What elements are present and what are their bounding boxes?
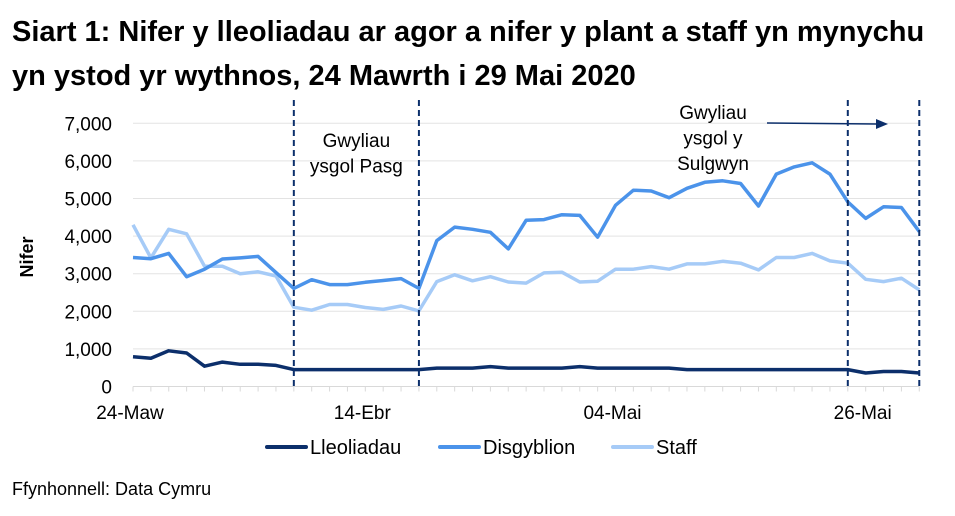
series-line-disgyblion	[132, 161, 921, 291]
x-tick-label: 24-Maw	[96, 403, 164, 424]
annotation-arrow	[766, 122, 877, 125]
chart-title: Siart 1: Nifer y lleoliadau ar agor a ni…	[12, 16, 925, 92]
y-tick-label: 2,000	[64, 302, 112, 323]
annotation-label: Sulgwyn	[677, 154, 749, 175]
series-line-staff	[131, 223, 921, 313]
y-tick-label: 3,000	[64, 265, 112, 286]
arrow-head-icon	[876, 119, 888, 129]
y-tick-label: 0	[101, 378, 112, 399]
x-tick-label: 04-Mai	[583, 403, 641, 424]
annotation-label: ysgol Pasg	[310, 157, 403, 178]
y-axis-title: Nifer	[17, 236, 37, 277]
y-tick-label: 6,000	[64, 152, 112, 173]
annotation-label: ysgol y	[683, 129, 743, 150]
y-tick-label: 5,000	[64, 190, 112, 211]
legend-label: Staff	[656, 437, 697, 459]
annotation-label: Gwyliau	[679, 103, 747, 124]
x-tick-label: 14-Ebr	[334, 403, 392, 424]
legend-label: Disgyblion	[483, 437, 575, 459]
legend-label: Lleoliadau	[310, 437, 401, 459]
source-note: Ffynhonnell: Data Cymru	[12, 479, 212, 499]
y-tick-label: 7,000	[64, 114, 112, 135]
y-tick-label: 1,000	[64, 340, 112, 361]
y-tick-label: 4,000	[64, 227, 112, 248]
series-line-lleoliadau	[132, 349, 920, 375]
annotation-label: Gwyliau	[323, 131, 391, 152]
x-tick-label: 26-Mai	[834, 403, 892, 424]
